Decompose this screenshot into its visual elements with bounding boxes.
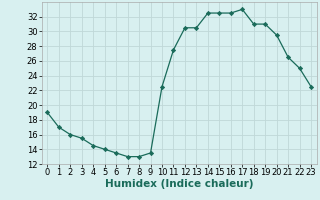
- X-axis label: Humidex (Indice chaleur): Humidex (Indice chaleur): [105, 179, 253, 189]
